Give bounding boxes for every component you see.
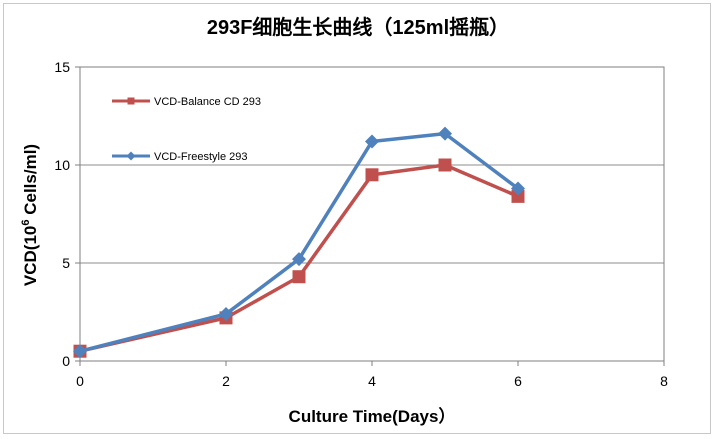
x-tick-label: 2 (222, 373, 230, 389)
series-layer (73, 126, 525, 359)
y-axis-label-suffix: Cells/ml) (21, 144, 40, 220)
legend: VCD-Balance CD 293 VCD-Freestyle 293 (112, 96, 261, 163)
y-tick-label: 0 (62, 353, 70, 369)
y-axis-label: VCD(106 Cells/ml) (20, 144, 40, 286)
legend-label: VCD-Freestyle 293 (154, 151, 248, 163)
x-tick-label: 8 (660, 373, 668, 389)
x-axis-label: Culture Time(Days） (289, 406, 456, 426)
legend-label: VCD-Balance CD 293 (154, 96, 261, 108)
y-tick-labels: 0 5 10 15 (54, 59, 70, 369)
series-line (79, 131, 520, 353)
legend-item-2: VCD-Freestyle 293 (112, 151, 248, 163)
data-point (438, 158, 452, 172)
grid-lines (80, 164, 664, 264)
legend-item-1: VCD-Balance CD 293 (112, 96, 261, 108)
y-tick-label: 10 (54, 157, 70, 173)
y-tick-label: 5 (62, 255, 70, 271)
data-point (438, 126, 452, 141)
chart-frame (3, 3, 711, 434)
series-2 (73, 126, 525, 359)
x-tick-label: 0 (76, 373, 84, 389)
data-point (365, 134, 379, 149)
tick-marks (75, 66, 665, 366)
series-line (79, 163, 519, 353)
legend-marker (126, 151, 136, 161)
data-point (292, 252, 306, 267)
x-tick-label: 6 (514, 373, 522, 389)
data-point (511, 189, 525, 203)
data-point (365, 168, 379, 182)
x-tick-labels: 0 2 4 6 8 (76, 373, 668, 389)
legend-marker (127, 97, 135, 105)
data-point (292, 270, 306, 284)
data-point (73, 344, 87, 359)
y-axis-label-prefix: VCD(10 (21, 226, 40, 286)
y-axis-label-superscript: 6 (20, 220, 32, 226)
data-point (219, 306, 233, 321)
x-tick-label: 4 (368, 373, 376, 389)
data-point (511, 181, 525, 196)
chart-title: 293F细胞生长曲线（125ml摇瓶） (207, 15, 509, 39)
y-tick-label: 15 (54, 59, 70, 75)
plot-area-border (79, 66, 665, 362)
